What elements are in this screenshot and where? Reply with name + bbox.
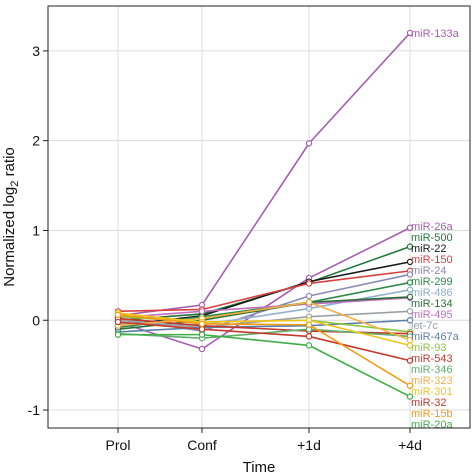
y-axis-title: Normalized log2 ratio (1, 147, 21, 287)
x-tick-label: Prol (106, 437, 131, 453)
series-line (117, 312, 411, 347)
data-point (114, 311, 122, 319)
series-label: miR-543 (411, 353, 453, 365)
y-tick-label: 3 (32, 43, 40, 59)
series-label: miR-26a (411, 221, 453, 233)
series-label: miR-486 (411, 287, 453, 299)
data-point (114, 318, 122, 326)
data-point (198, 326, 206, 333)
data-point (198, 345, 206, 353)
y-tick-label: 0 (32, 312, 40, 328)
data-point (406, 308, 414, 315)
data-point (198, 308, 206, 315)
series-label: let-7c (411, 320, 438, 332)
series-label: miR-15b (411, 408, 453, 420)
series-line (117, 297, 411, 319)
x-tick-label: +1d (297, 437, 321, 453)
series-label: miR-301 (411, 386, 453, 398)
y-tick-label: 2 (32, 133, 40, 149)
series-line (117, 296, 411, 331)
series-line (118, 333, 411, 398)
series-line (117, 310, 411, 329)
data-point (406, 29, 414, 37)
y-axis-title-main: Normalized log (1, 187, 18, 287)
data-point (114, 331, 122, 338)
series-line (117, 321, 411, 362)
data-point (406, 224, 414, 231)
series-label: miR-134 (411, 298, 453, 310)
y-tick-label: 1 (32, 222, 40, 238)
series-label: miR-323 (411, 375, 453, 387)
plot-background (48, 6, 470, 428)
data-point (305, 299, 313, 306)
series-labels: miR-133amiR-26amiR-500miR-22miR-150miR-2… (411, 28, 460, 431)
x-tick-label: Conf (187, 437, 217, 453)
data-point (406, 243, 414, 250)
data-point (406, 293, 414, 301)
series-label: miR-24 (411, 265, 446, 277)
data-point (406, 393, 414, 400)
data-point (198, 331, 206, 338)
data-point (406, 271, 414, 278)
data-point (406, 317, 414, 324)
y-axis-title-subscript: 2 (9, 181, 21, 187)
series-label: miR-495 (411, 309, 453, 321)
data-point (305, 342, 313, 349)
series-line (117, 270, 411, 313)
series-label: miR-133a (411, 28, 460, 40)
data-point (406, 357, 414, 364)
x-tick-label: +4d (398, 437, 422, 453)
series-label: miR-93 (411, 342, 446, 354)
plot-frame (47, 5, 471, 429)
data-point (305, 333, 313, 340)
series-label: miR-150 (411, 254, 453, 266)
series-label: miR-346 (411, 364, 453, 376)
series-label: miR-20a (411, 419, 453, 431)
data-point (406, 342, 414, 349)
series-line (117, 314, 411, 387)
data-point (305, 321, 313, 328)
data-point (406, 382, 414, 389)
data-point (406, 258, 414, 266)
series-line (117, 261, 411, 327)
y-axis-title-tail: ratio (1, 147, 18, 180)
data-point (406, 286, 414, 293)
axis-ticks: -1 0 1 2 3 Prol Conf +1d +4d (28, 43, 422, 453)
series-label: miR-22 (411, 243, 446, 255)
data-point (406, 279, 414, 286)
series-line (117, 301, 411, 341)
series-label: miR-500 (411, 232, 453, 244)
x-axis-title: Time (243, 459, 276, 474)
series-label: miR-299 (411, 276, 453, 288)
series-line (117, 319, 411, 333)
series-label: miR-467a (411, 331, 460, 343)
data-point (198, 320, 206, 328)
series-label: miR-32 (411, 397, 446, 409)
series-lines (114, 29, 414, 400)
data-point (305, 280, 313, 287)
data-point (305, 292, 313, 300)
data-point (305, 140, 313, 147)
y-tick-label: -1 (28, 402, 41, 418)
